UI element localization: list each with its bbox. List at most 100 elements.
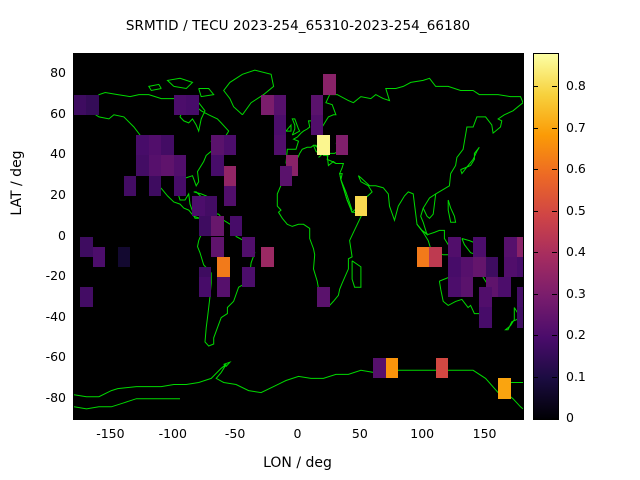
colorbar-tick-mark: [552, 335, 557, 337]
x-tick-label: 0: [293, 426, 302, 441]
colorbar-tick-label: 0.5: [566, 202, 586, 218]
heatmap-cell: [148, 135, 162, 156]
heatmap-cell: [479, 287, 492, 308]
heatmap-cell: [261, 94, 274, 115]
y-tick-label: 80: [50, 65, 66, 81]
heatmap-cell: [80, 236, 93, 257]
colorbar-tick-mark: [552, 127, 557, 129]
coastline-path: [285, 77, 523, 164]
heatmap-cell: [504, 236, 517, 257]
heatmap-cell: [192, 195, 205, 217]
heatmap-cell: [223, 185, 237, 207]
x-tick-label: -100: [158, 426, 187, 441]
heatmap-cell: [198, 216, 212, 237]
heatmap-cell: [435, 358, 449, 379]
heatmap-cell: [273, 94, 287, 115]
heatmap-cell: [161, 135, 174, 156]
heatmap-cells: [74, 54, 523, 419]
y-tick-label: -40: [45, 308, 66, 324]
colorbar-tick-mark: [552, 418, 557, 419]
heatmap-cell: [198, 277, 212, 298]
heatmap-cell: [310, 114, 324, 136]
heatmap-cell: [261, 246, 274, 267]
heatmap-cell: [186, 94, 199, 115]
colorbar-tick-label: 0.8: [566, 78, 586, 94]
heatmap-cell: [317, 135, 330, 156]
colorbar-tick-label: 0.2: [566, 327, 586, 343]
colorbar-tick-label: 0.4: [566, 244, 586, 260]
coastline-path: [460, 146, 480, 175]
heatmap-cell: [448, 236, 461, 257]
heatmap-cell: [516, 256, 523, 278]
heatmap-cell: [173, 175, 187, 196]
heatmap-cell: [80, 287, 93, 308]
coastline-path: [223, 361, 232, 367]
coastline-path: [74, 398, 180, 410]
heatmap-cell: [317, 287, 330, 308]
colorbar-tick-label: 0.3: [566, 285, 586, 301]
colorbar-tick-mark: [552, 86, 557, 88]
colorbar-tick-mark: [533, 335, 538, 337]
x-tick-label: -50: [224, 426, 246, 441]
heatmap-cell: [323, 74, 336, 95]
heatmap-cell: [416, 246, 430, 267]
y-tick-label: -80: [45, 389, 66, 405]
heatmap-cell: [173, 155, 187, 176]
heatmap-cell: [354, 195, 368, 217]
colorbar-tick-mark: [533, 252, 538, 254]
heatmap-cell: [504, 256, 517, 278]
y-tick-label: -20: [45, 268, 66, 284]
colorbar-tick-mark: [552, 169, 557, 171]
heatmap-cell: [385, 358, 399, 379]
coastline-path: [290, 144, 337, 167]
heatmap-cell: [473, 256, 486, 278]
coastline-path: [339, 173, 353, 213]
heatmap-cell: [148, 155, 162, 176]
x-axis-label: LON / deg: [263, 455, 332, 471]
heatmap-cell: [335, 135, 349, 156]
heatmap-plot-area[interactable]: [73, 53, 524, 420]
colorbar-tick-mark: [533, 376, 538, 378]
page-title: SRMTID / TECU 2023-254_65310-2023-254_66…: [125, 18, 471, 34]
x-tick-label: -150: [96, 426, 125, 441]
colorbar-tick-label: 0.6: [566, 161, 586, 177]
heatmap-cell: [485, 256, 499, 278]
heatmap-cell: [448, 277, 461, 298]
heatmap-cell: [273, 114, 287, 136]
heatmap-cell: [136, 155, 149, 176]
colorbar-tick-mark: [552, 210, 557, 212]
heatmap-cell: [479, 307, 492, 328]
heatmap-cell: [92, 246, 106, 267]
colorbar-tick-mark: [533, 169, 538, 171]
heatmap-cell: [242, 266, 255, 288]
heatmap-cell: [279, 165, 293, 186]
heatmap-cell: [273, 135, 287, 156]
colorbar-tick-mark: [533, 127, 538, 129]
coastline-path: [285, 123, 292, 132]
heatmap-cell: [516, 307, 523, 328]
y-tick-label: -60: [45, 349, 66, 365]
heatmap-cell: [448, 256, 461, 278]
coastline-path: [291, 118, 301, 136]
heatmap-cell: [498, 277, 511, 298]
heatmap-cell: [117, 246, 131, 267]
heatmap-cell: [229, 216, 243, 237]
coastline-path: [276, 163, 363, 306]
heatmap-cell: [211, 155, 224, 176]
coastline-path: [422, 102, 523, 219]
colorbar-tick-mark: [533, 210, 538, 212]
heatmap-cell: [516, 236, 523, 257]
heatmap-cell: [460, 256, 474, 278]
heatmap-cell: [74, 94, 87, 115]
y-tick-label: 0: [58, 227, 66, 243]
colorbar-tick-mark: [552, 252, 557, 254]
heatmap-cell: [242, 236, 255, 257]
heatmap-cell: [173, 94, 187, 115]
heatmap-cell: [473, 236, 486, 257]
colorbar-gradient: [534, 54, 558, 419]
colorbar[interactable]: [533, 53, 559, 420]
heatmap-cell: [86, 94, 99, 115]
y-tick-label: 40: [50, 146, 66, 162]
heatmap-cell: [217, 256, 230, 278]
